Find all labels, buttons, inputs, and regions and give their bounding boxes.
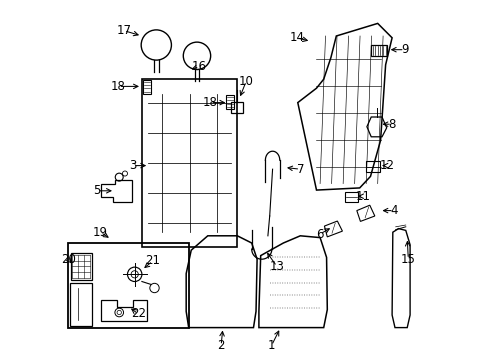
Text: 6: 6	[316, 228, 323, 240]
Bar	[226, 95, 234, 109]
Text: 22: 22	[130, 307, 145, 320]
Text: 12: 12	[378, 159, 393, 172]
Text: 2: 2	[217, 339, 224, 352]
Bar	[142, 80, 151, 94]
Text: 10: 10	[238, 75, 253, 87]
Text: 20: 20	[61, 253, 76, 266]
Text: 15: 15	[400, 253, 415, 266]
Text: 13: 13	[269, 260, 284, 273]
Text: 4: 4	[389, 204, 397, 217]
Text: 3: 3	[129, 159, 136, 172]
Text: 14: 14	[288, 31, 304, 44]
Text: 8: 8	[387, 118, 395, 131]
Text: 18: 18	[203, 96, 217, 109]
Text: 1: 1	[267, 339, 275, 352]
Bar	[68, 243, 188, 328]
Text: 17: 17	[116, 24, 131, 37]
Text: 21: 21	[145, 255, 160, 267]
Text: 7: 7	[296, 163, 304, 176]
Text: 16: 16	[192, 60, 206, 73]
Text: 9: 9	[400, 43, 407, 56]
Text: 19: 19	[93, 226, 108, 239]
Text: 11: 11	[355, 190, 370, 203]
Text: 5: 5	[93, 184, 101, 197]
Text: 18: 18	[111, 80, 126, 93]
